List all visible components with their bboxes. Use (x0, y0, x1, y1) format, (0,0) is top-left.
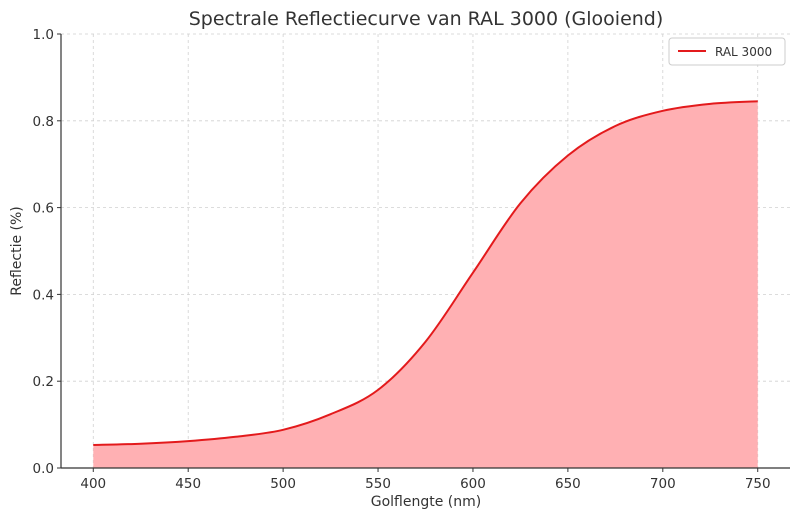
x-tick-label: 650 (555, 476, 581, 492)
legend-label: RAL 3000 (715, 45, 772, 59)
y-tick-label: 0.6 (33, 201, 54, 217)
x-axis-ticks: 400 450 500 550 600 650 700 750 (80, 468, 771, 492)
x-tick-label: 700 (650, 476, 676, 492)
legend-box (668, 37, 786, 66)
x-tick-label: 750 (745, 476, 771, 492)
y-axis-ticks: 0.0 0.2 0.4 0.6 0.8 1.0 (33, 27, 61, 477)
y-tick-label: 1.0 (33, 27, 54, 43)
y-tick-label: 0.4 (33, 287, 54, 303)
x-tick-label: 500 (270, 476, 296, 492)
y-axis-label: Reflectie (%) (9, 206, 25, 296)
x-tick-label: 600 (460, 476, 486, 492)
reflectance-area-fill (93, 101, 758, 469)
x-axis-label: Golflengte (nm) (371, 494, 481, 510)
y-tick-label: 0.2 (33, 374, 54, 390)
reflectance-curve (93, 100, 758, 446)
chart-title: Spectrale Reflectiecurve van RAL 3000 (G… (189, 8, 664, 30)
legend: RAL 3000 (668, 37, 786, 66)
y-tick-label: 0.0 (33, 461, 54, 477)
y-tick-label: 0.8 (33, 114, 54, 130)
x-tick-label: 400 (80, 476, 106, 492)
x-tick-label: 550 (365, 476, 391, 492)
x-tick-label: 450 (175, 476, 201, 492)
axes (60, 34, 790, 469)
